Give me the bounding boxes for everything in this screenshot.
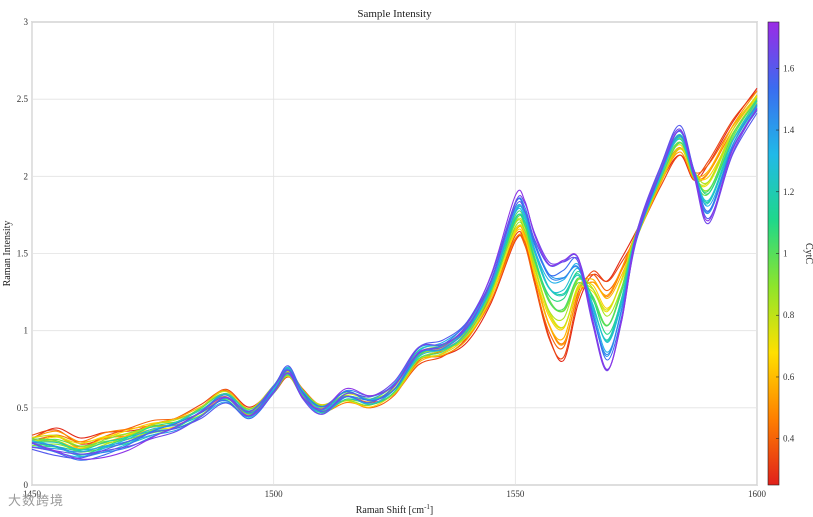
colorbar-tick-label: 1.2 bbox=[783, 187, 794, 197]
spectrum-line bbox=[31, 108, 758, 460]
x-tick-label: 1450 bbox=[23, 489, 42, 499]
y-tick-label: 3 bbox=[24, 17, 29, 27]
y-axis-title: Raman Intensity bbox=[2, 221, 13, 287]
x-axis-title-main: Raman Shift [cm bbox=[356, 505, 425, 516]
y-tick-label: 2.5 bbox=[17, 94, 29, 104]
x-tick-label: 1600 bbox=[748, 489, 767, 499]
y-tick-label: 1.5 bbox=[17, 249, 29, 259]
colorbar-tick-label: 0.4 bbox=[783, 434, 795, 444]
y-tick-label: 0 bbox=[24, 480, 29, 490]
colorbar-tick-label: 0.8 bbox=[783, 310, 795, 320]
watermark-text: 大数跨境 bbox=[8, 494, 65, 509]
colorbar-tick-label: 1.6 bbox=[783, 63, 795, 73]
y-tick-label: 1 bbox=[24, 326, 29, 336]
y-tick-label: 0.5 bbox=[17, 403, 29, 413]
series-lines bbox=[31, 87, 758, 461]
colorbar-tick-labels: 0.4 0.6 0.8 1 1.2 1.4 1.6 bbox=[776, 63, 795, 444]
x-tick-label: 1550 bbox=[506, 489, 525, 499]
y-tick-label: 2 bbox=[24, 171, 29, 181]
x-axis-title-suffix: ] bbox=[430, 505, 433, 516]
y-tick-labels: 0 0.5 1 1.5 2 2.5 3 bbox=[17, 17, 29, 490]
grid-lines bbox=[31, 21, 758, 486]
colorbar-tick-label: 1 bbox=[783, 249, 788, 259]
x-tick-labels: 1450 1500 1550 1600 bbox=[23, 489, 767, 499]
spectrum-line bbox=[31, 107, 758, 455]
colorbar-tick-label: 1.4 bbox=[783, 125, 795, 135]
x-axis-title: Raman Shift [cm-1] bbox=[356, 503, 434, 516]
colorbar-title: CytC bbox=[803, 243, 813, 264]
x-tick-label: 1500 bbox=[265, 489, 284, 499]
chart-title: Sample Intensity bbox=[357, 8, 432, 20]
colorbar-tick-label: 0.6 bbox=[783, 372, 795, 382]
x-axis-title-sup: -1 bbox=[424, 503, 430, 511]
